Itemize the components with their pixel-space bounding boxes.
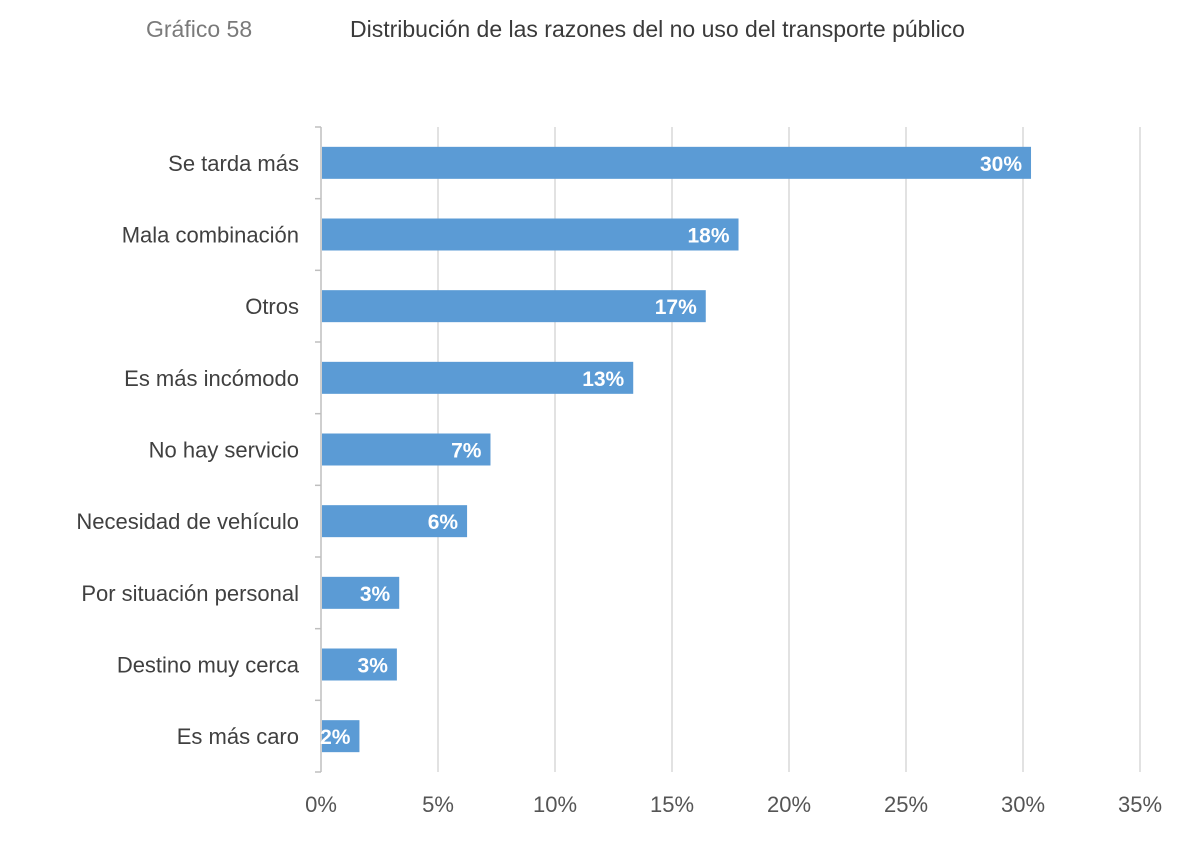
category-label: Por situación personal (81, 581, 299, 606)
data-label: 18% (687, 225, 729, 248)
x-tick-label: 5% (422, 792, 454, 817)
data-label: 13% (582, 368, 624, 391)
category-label: No hay servicio (149, 438, 299, 463)
category-label: Necesidad de vehículo (76, 509, 299, 534)
bar (322, 505, 468, 538)
x-tick-label: 25% (884, 792, 928, 817)
bar (322, 290, 706, 323)
data-label: 7% (451, 440, 482, 463)
figure-number: Gráfico 58 (146, 16, 253, 42)
x-tick-label: 0% (305, 792, 337, 817)
data-label: 2% (320, 726, 351, 749)
data-label: 3% (360, 583, 391, 606)
data-label: 3% (358, 655, 389, 678)
chart-header: Gráfico 58 Distribución de las razones d… (0, 12, 1200, 52)
x-tick-label: 35% (1118, 792, 1162, 817)
category-label: Es más incómodo (124, 366, 299, 391)
category-label: Es más caro (177, 724, 299, 749)
category-label: Mala combinación (122, 223, 299, 248)
bar (322, 648, 397, 681)
data-label: 30% (980, 153, 1022, 176)
category-label: Se tarda más (168, 151, 299, 176)
data-label: 17% (655, 296, 697, 319)
x-tick-label: 10% (533, 792, 577, 817)
x-tick-label: 20% (767, 792, 811, 817)
chart-title: Distribución de las razones del no uso d… (350, 16, 965, 42)
category-label: Destino muy cerca (117, 653, 300, 678)
bar (322, 576, 400, 609)
bar (322, 433, 491, 466)
bar (322, 218, 739, 251)
x-tick-label: 30% (1001, 792, 1045, 817)
bar (322, 720, 360, 753)
x-tick-label: 15% (650, 792, 694, 817)
category-label: Otros (245, 294, 299, 319)
bar (322, 146, 1032, 179)
bar (322, 361, 634, 394)
data-label: 6% (428, 511, 459, 534)
